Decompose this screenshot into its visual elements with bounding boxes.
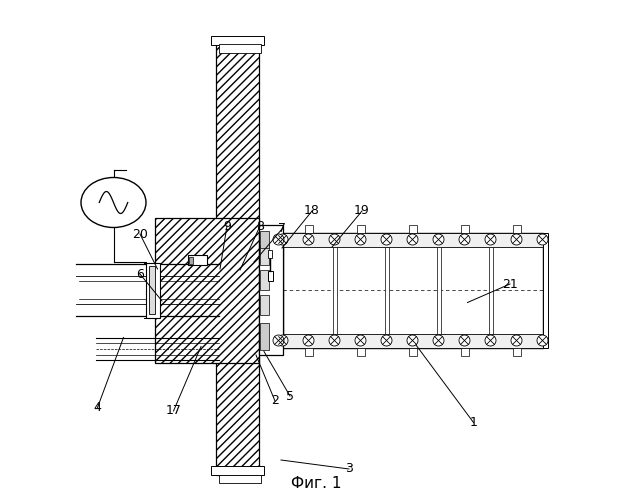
Bar [513,348,521,356]
Bar [437,246,441,334]
Circle shape [329,335,340,346]
Bar [267,271,272,281]
Bar [189,256,193,264]
Bar [258,225,283,355]
Bar [332,246,336,334]
Bar [260,231,269,248]
Text: 6: 6 [136,268,144,280]
Bar [356,224,365,232]
Text: 4: 4 [94,401,102,414]
Circle shape [277,234,288,245]
Circle shape [433,234,444,245]
Bar [384,246,389,334]
Circle shape [407,335,418,346]
Text: 20: 20 [132,228,148,240]
Bar [283,232,542,347]
Text: 3: 3 [345,462,353,475]
Bar [211,466,264,475]
Bar [260,245,269,265]
Circle shape [355,234,366,245]
Bar [149,266,154,314]
Circle shape [485,234,496,245]
Text: 2: 2 [271,394,279,407]
Bar [216,38,258,248]
Bar [260,322,269,350]
Bar [513,224,521,232]
Circle shape [355,335,366,346]
Circle shape [303,234,314,245]
Bar [461,224,468,232]
Text: 18: 18 [304,204,320,218]
Bar [219,474,261,482]
Circle shape [329,234,340,245]
Text: Фиг. 1: Фиг. 1 [291,476,341,491]
Bar [305,348,312,356]
Bar [489,246,492,334]
Bar [283,232,542,246]
Circle shape [303,335,314,346]
Bar [408,348,416,356]
Bar [188,255,207,265]
Text: 21: 21 [502,278,518,290]
Circle shape [511,234,522,245]
Bar [542,232,547,347]
Bar [211,36,264,45]
Text: 5: 5 [286,390,294,402]
Circle shape [485,335,496,346]
Bar [216,332,258,475]
Ellipse shape [81,178,146,228]
Circle shape [537,335,548,346]
Text: 7: 7 [278,222,286,235]
Text: 19: 19 [354,204,370,218]
Circle shape [459,234,470,245]
Circle shape [381,234,392,245]
Bar [268,250,272,258]
Circle shape [459,335,470,346]
Circle shape [381,335,392,346]
Circle shape [273,234,284,245]
Circle shape [511,335,522,346]
Text: 9: 9 [223,220,231,232]
Bar [305,224,312,232]
Text: 1: 1 [470,416,477,429]
Text: 17: 17 [166,404,181,417]
Circle shape [273,335,284,346]
Bar [260,295,269,315]
Bar [146,262,160,318]
Bar [356,348,365,356]
Bar [155,218,258,362]
Circle shape [407,234,418,245]
Bar [408,224,416,232]
Bar [260,270,269,290]
Circle shape [277,335,288,346]
Bar [219,44,261,52]
Bar [461,348,468,356]
Bar [283,334,542,347]
Circle shape [537,234,548,245]
Text: 8: 8 [256,220,264,232]
Circle shape [433,335,444,346]
